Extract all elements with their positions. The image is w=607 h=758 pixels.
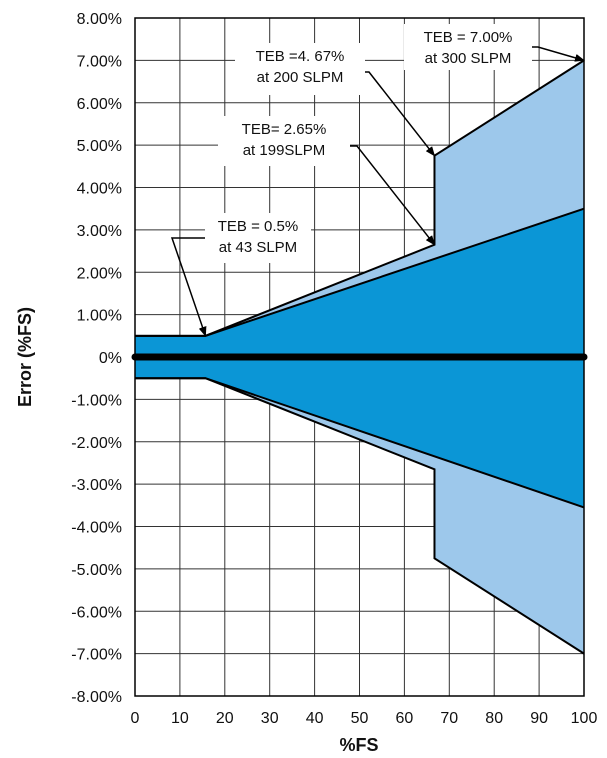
- y-tick-label: -1.00%: [71, 392, 122, 409]
- annotations: TEB = 0.5% at 43 SLPM TEB= 2.65% at 199SLPM…: [170, 24, 585, 337]
- annotation-text: TEB = 7.00%: [424, 29, 513, 46]
- x-axis-title: %FS: [339, 735, 378, 755]
- annotation-leader-arrow: [170, 237, 207, 337]
- x-tick-label: 40: [306, 710, 324, 727]
- axis-ticks: 0 10 20 30 40 50 60 70 80 90 100 8.00% 7.00% 6.00% 5.0…: [71, 11, 597, 727]
- x-tick-label: 70: [440, 710, 458, 727]
- y-tick-label: 8.00%: [77, 11, 122, 28]
- y-tick-label: 4.00%: [77, 181, 122, 198]
- y-tick-label: 0%: [99, 350, 122, 367]
- plot-border: [134, 17, 585, 697]
- y-tick-label: -2.00%: [71, 435, 122, 452]
- y-tick-label: 2.00%: [77, 265, 122, 282]
- x-tick-label: 80: [485, 710, 503, 727]
- x-tick-label: 30: [261, 710, 279, 727]
- annotation-text: TEB =4. 67%: [256, 48, 345, 65]
- annotation-box: [235, 43, 365, 95]
- y-tick-label: 7.00%: [77, 53, 122, 70]
- y-tick-label: -3.00%: [71, 477, 122, 494]
- annotation-text: at 43 SLPM: [219, 239, 297, 256]
- y-tick-label: -5.00%: [71, 562, 122, 579]
- annotation-text: at 199SLPM: [243, 142, 326, 159]
- x-tick-label: 90: [530, 710, 548, 727]
- annotation-leader-arrow: [365, 71, 436, 157]
- annotation-teb-4: TEB = 7.00% at 300 SLPM: [404, 24, 585, 70]
- annotation-teb-3: TEB =4. 67% at 200 SLPM: [235, 43, 436, 157]
- y-tick-label: 3.00%: [77, 223, 122, 240]
- annotation-text: TEB = 0.5%: [218, 218, 298, 235]
- x-tick-label: 0: [131, 710, 140, 727]
- annotation-text: at 300 SLPM: [425, 50, 512, 67]
- annotation-leader-arrow: [532, 46, 585, 62]
- y-tick-label: -6.00%: [71, 604, 122, 621]
- x-tick-label: 50: [351, 710, 369, 727]
- annotation-text: at 200 SLPM: [257, 69, 344, 86]
- y-tick-label: 6.00%: [77, 96, 122, 113]
- x-tick-label: 10: [171, 710, 189, 727]
- y-tick-label: -4.00%: [71, 520, 122, 537]
- inner-error-band-lower-edge: [135, 377, 585, 509]
- y-tick-label: -7.00%: [71, 647, 122, 664]
- y-axis-title: Error (%FS): [15, 307, 35, 407]
- annotation-box: [218, 116, 350, 166]
- annotation-teb-1: TEB = 0.5% at 43 SLPM: [170, 213, 311, 337]
- annotation-text: TEB= 2.65%: [242, 121, 327, 138]
- y-tick-label: 5.00%: [77, 138, 122, 155]
- annotation-leader-arrow: [350, 145, 436, 246]
- annotation-box: [404, 24, 532, 70]
- x-tick-label: 60: [396, 710, 414, 727]
- annotation-teb-2: TEB= 2.65% at 199SLPM: [218, 116, 436, 246]
- y-tick-label: 1.00%: [77, 308, 122, 325]
- plot-frame: [134, 17, 585, 697]
- x-tick-label: 20: [216, 710, 234, 727]
- y-tick-label: -8.00%: [71, 689, 122, 706]
- annotation-box: [205, 213, 311, 263]
- x-tick-label: 100: [571, 710, 598, 727]
